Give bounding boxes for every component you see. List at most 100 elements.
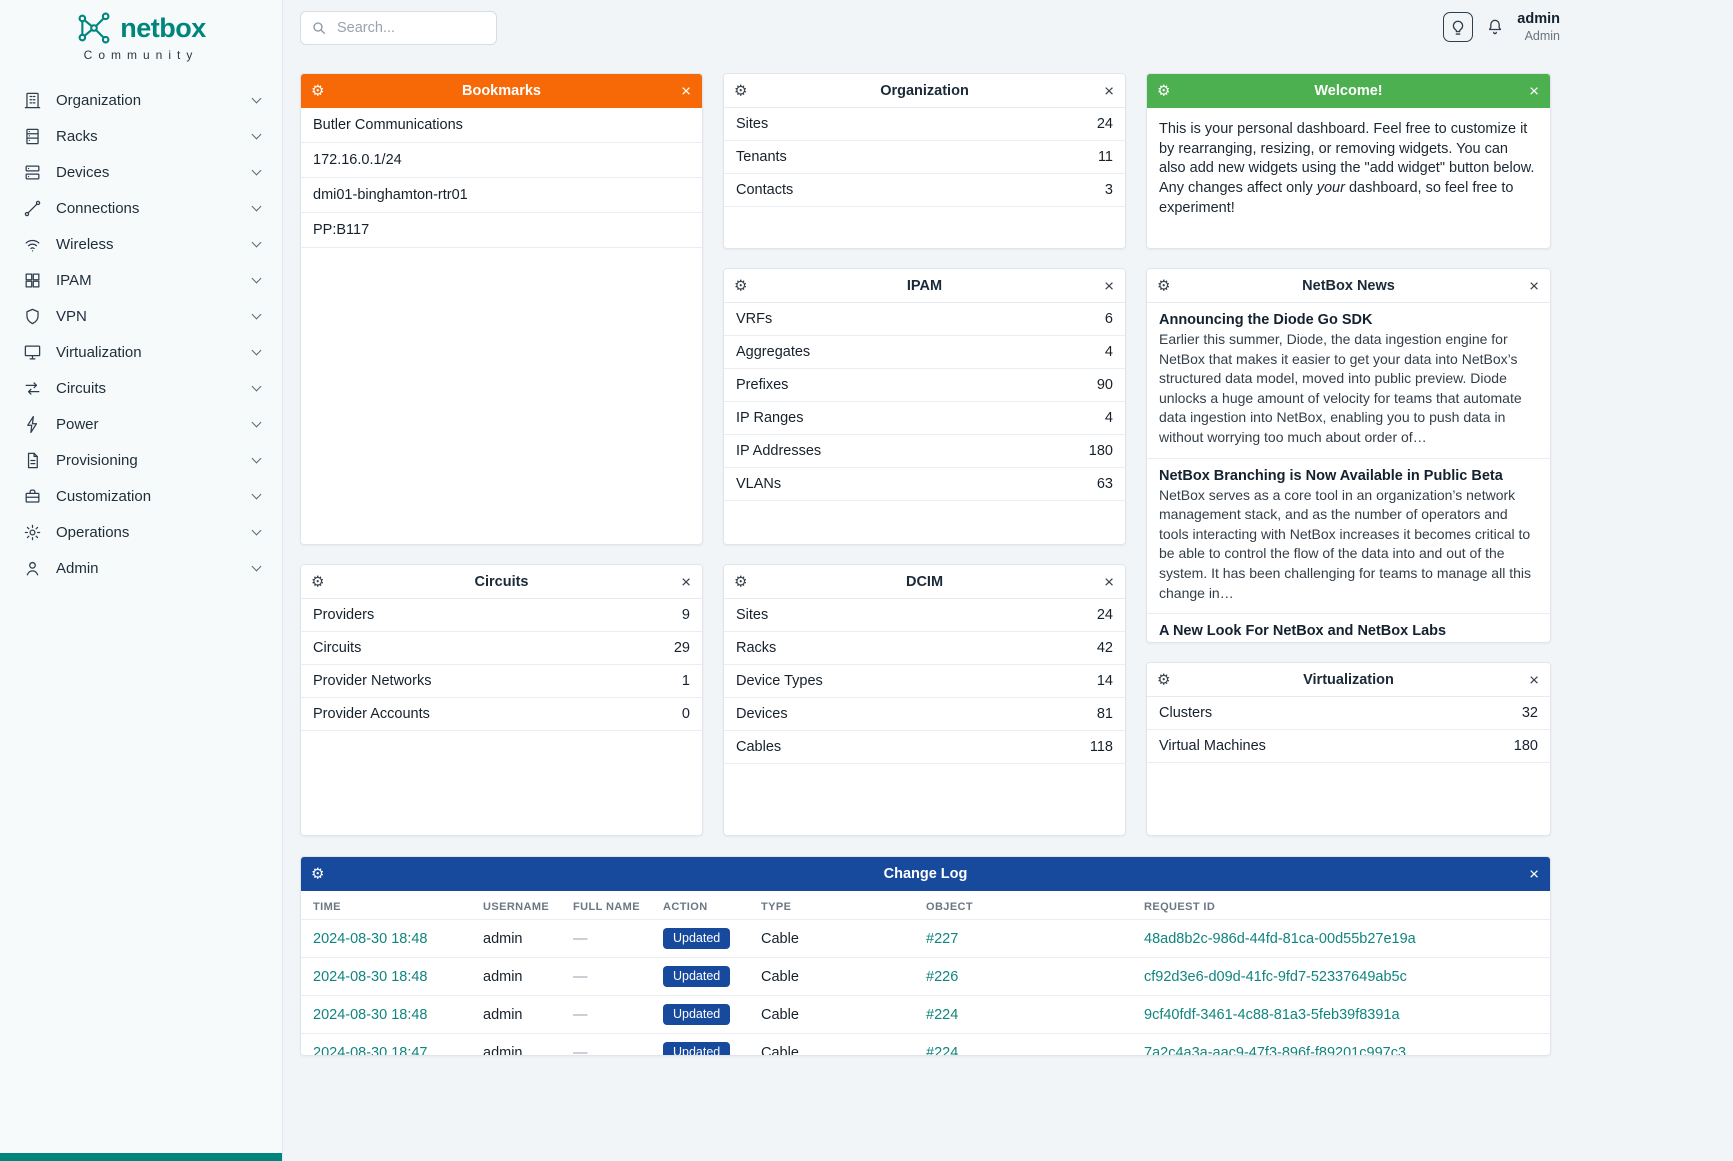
- news-article-link[interactable]: A New Look For NetBox and NetBox Labs: [1159, 623, 1447, 640]
- close-icon[interactable]: ×: [681, 572, 691, 591]
- changelog-time-link[interactable]: 2024-08-30 18:48: [313, 968, 428, 985]
- stat-label[interactable]: Devices: [736, 706, 788, 722]
- stat-label[interactable]: Racks: [736, 640, 777, 656]
- bookmark-link[interactable]: 172.16.0.1/24: [301, 143, 702, 178]
- widget-title: Change Log: [883, 865, 968, 882]
- widget-title: Bookmarks: [462, 82, 541, 99]
- document-icon: [22, 450, 42, 470]
- sidebar-item-virtualization[interactable]: Virtualization: [0, 334, 282, 370]
- stat-label[interactable]: Sites: [736, 607, 769, 623]
- stat-row: Sites 24: [724, 108, 1125, 141]
- sidebar-item-devices[interactable]: Devices: [0, 154, 282, 190]
- stat-label[interactable]: Contacts: [736, 182, 794, 198]
- sidebar-item-label: IPAM: [56, 271, 92, 289]
- gear-icon[interactable]: ⚙: [734, 572, 748, 590]
- changelog-object-link[interactable]: #224: [926, 1044, 959, 1056]
- changelog-request-id-link[interactable]: 9cf40fdf-3461-4c88-81a3-5feb39f8391a: [1144, 1006, 1400, 1023]
- sidebar-item-provisioning[interactable]: Provisioning: [0, 442, 282, 478]
- widget-header: ⚙ Virtualization ×: [1147, 663, 1550, 697]
- stat-label[interactable]: Sites: [736, 116, 769, 132]
- changelog-object-link[interactable]: #226: [926, 968, 959, 985]
- sidebar-item-organization[interactable]: Organization: [0, 82, 282, 118]
- sidebar-item-ipam[interactable]: IPAM: [0, 262, 282, 298]
- sidebar-item-vpn[interactable]: VPN: [0, 298, 282, 334]
- sidebar-item-label: Wireless: [56, 235, 114, 253]
- sidebar-item-circuits[interactable]: Circuits: [0, 370, 282, 406]
- brand-link[interactable]: netbox: [0, 10, 282, 46]
- sidebar-item-racks[interactable]: Racks: [0, 118, 282, 154]
- gear-icon[interactable]: ⚙: [311, 864, 325, 882]
- changelog-request-id-link[interactable]: 48ad8b2c-986d-44fd-81ca-00d55b27e19a: [1144, 930, 1416, 947]
- close-icon[interactable]: ×: [1529, 670, 1539, 689]
- close-icon[interactable]: ×: [1104, 81, 1114, 100]
- chevron-down-icon: [251, 201, 262, 212]
- sidebar-item-label: Provisioning: [56, 451, 138, 469]
- sidebar-item-power[interactable]: Power: [0, 406, 282, 442]
- stat-value: 90: [1096, 377, 1113, 393]
- stat-label[interactable]: Virtual Machines: [1159, 738, 1266, 754]
- column-header-action: ACTION: [663, 901, 708, 913]
- stat-label[interactable]: Provider Networks: [313, 673, 432, 689]
- changelog-request-id-link[interactable]: 7a2c4a3a-aac9-47f3-896f-f89201c997c3: [1144, 1044, 1407, 1056]
- action-badge: Updated: [663, 966, 731, 987]
- changelog-object-link[interactable]: #224: [926, 1006, 959, 1023]
- stat-label[interactable]: Circuits: [313, 640, 362, 656]
- sidebar-item-customization[interactable]: Customization: [0, 478, 282, 514]
- changelog-time-link[interactable]: 2024-08-30 18:47: [313, 1044, 428, 1056]
- bookmark-link[interactable]: Butler Communications: [301, 108, 702, 143]
- stat-label[interactable]: VLANs: [736, 476, 782, 492]
- widget-title: Welcome!: [1314, 82, 1383, 99]
- sidebar-item-operations[interactable]: Operations: [0, 514, 282, 550]
- stat-label[interactable]: Clusters: [1159, 705, 1213, 721]
- user-menu[interactable]: admin Admin: [1517, 11, 1560, 43]
- stat-row: Contacts 3: [724, 174, 1125, 207]
- stat-label[interactable]: IP Addresses: [736, 443, 822, 459]
- changelog-time-link[interactable]: 2024-08-30 18:48: [313, 930, 428, 947]
- sidebar-item-connections[interactable]: Connections: [0, 190, 282, 226]
- stat-label[interactable]: VRFs: [736, 311, 773, 327]
- theme-toggle-button[interactable]: [1443, 12, 1474, 43]
- sidebar-item-wireless[interactable]: Wireless: [0, 226, 282, 262]
- cable-icon: [22, 198, 42, 218]
- changelog-request-id-link[interactable]: cf92d3e6-d09d-41fc-9fd7-52337649ab5c: [1144, 968, 1407, 985]
- search-box[interactable]: [300, 10, 497, 45]
- changelog-object-link[interactable]: #227: [926, 930, 959, 947]
- gear-icon[interactable]: ⚙: [311, 572, 325, 590]
- news-article-link[interactable]: Announcing the Diode Go SDK: [1159, 312, 1373, 328]
- stat-label[interactable]: Cables: [736, 739, 782, 755]
- gear-icon[interactable]: ⚙: [734, 276, 748, 294]
- stat-label[interactable]: Device Types: [736, 673, 823, 689]
- bookmark-link[interactable]: PP:B117: [301, 213, 702, 248]
- widget-header: ⚙ DCIM ×: [724, 565, 1125, 599]
- gear-icon[interactable]: ⚙: [1157, 276, 1171, 294]
- notifications-button[interactable]: [1485, 17, 1505, 37]
- close-icon[interactable]: ×: [1104, 276, 1114, 295]
- stat-row: IP Addresses 180: [724, 435, 1125, 468]
- changelog-time-link[interactable]: 2024-08-30 18:48: [313, 1006, 428, 1023]
- stat-label[interactable]: Tenants: [736, 149, 787, 165]
- search-input[interactable]: [335, 18, 486, 37]
- stat-label[interactable]: Aggregates: [736, 344, 811, 360]
- bookmark-link[interactable]: dmi01-binghamton-rtr01: [301, 178, 702, 213]
- gear-icon[interactable]: ⚙: [311, 81, 325, 99]
- chevron-down-icon: [251, 129, 262, 140]
- close-icon[interactable]: ×: [1529, 81, 1539, 100]
- stat-label[interactable]: Providers: [313, 607, 375, 623]
- widget-title: Circuits: [474, 573, 529, 590]
- widget-dcim: ⚙ DCIM × Sites 24 Racks 42 Device Types 14 …: [723, 564, 1126, 836]
- close-icon[interactable]: ×: [1529, 276, 1539, 295]
- close-icon[interactable]: ×: [681, 81, 691, 100]
- stat-label[interactable]: IP Ranges: [736, 410, 804, 426]
- gear-icon[interactable]: ⚙: [1157, 670, 1171, 688]
- stat-label[interactable]: Provider Accounts: [313, 706, 430, 722]
- gear-icon[interactable]: ⚙: [734, 81, 748, 99]
- close-icon[interactable]: ×: [1529, 864, 1539, 883]
- column-header-full-name: FULL NAME: [573, 901, 640, 913]
- news-article-link[interactable]: NetBox Branching is Now Available in Pub…: [1159, 467, 1503, 484]
- stat-label[interactable]: Prefixes: [736, 377, 789, 393]
- sidebar-item-admin[interactable]: Admin: [0, 550, 282, 586]
- close-icon[interactable]: ×: [1104, 572, 1114, 591]
- sidebar-item-label: Circuits: [56, 379, 107, 397]
- gear-icon[interactable]: ⚙: [1157, 81, 1171, 99]
- grid-icon: [22, 270, 42, 290]
